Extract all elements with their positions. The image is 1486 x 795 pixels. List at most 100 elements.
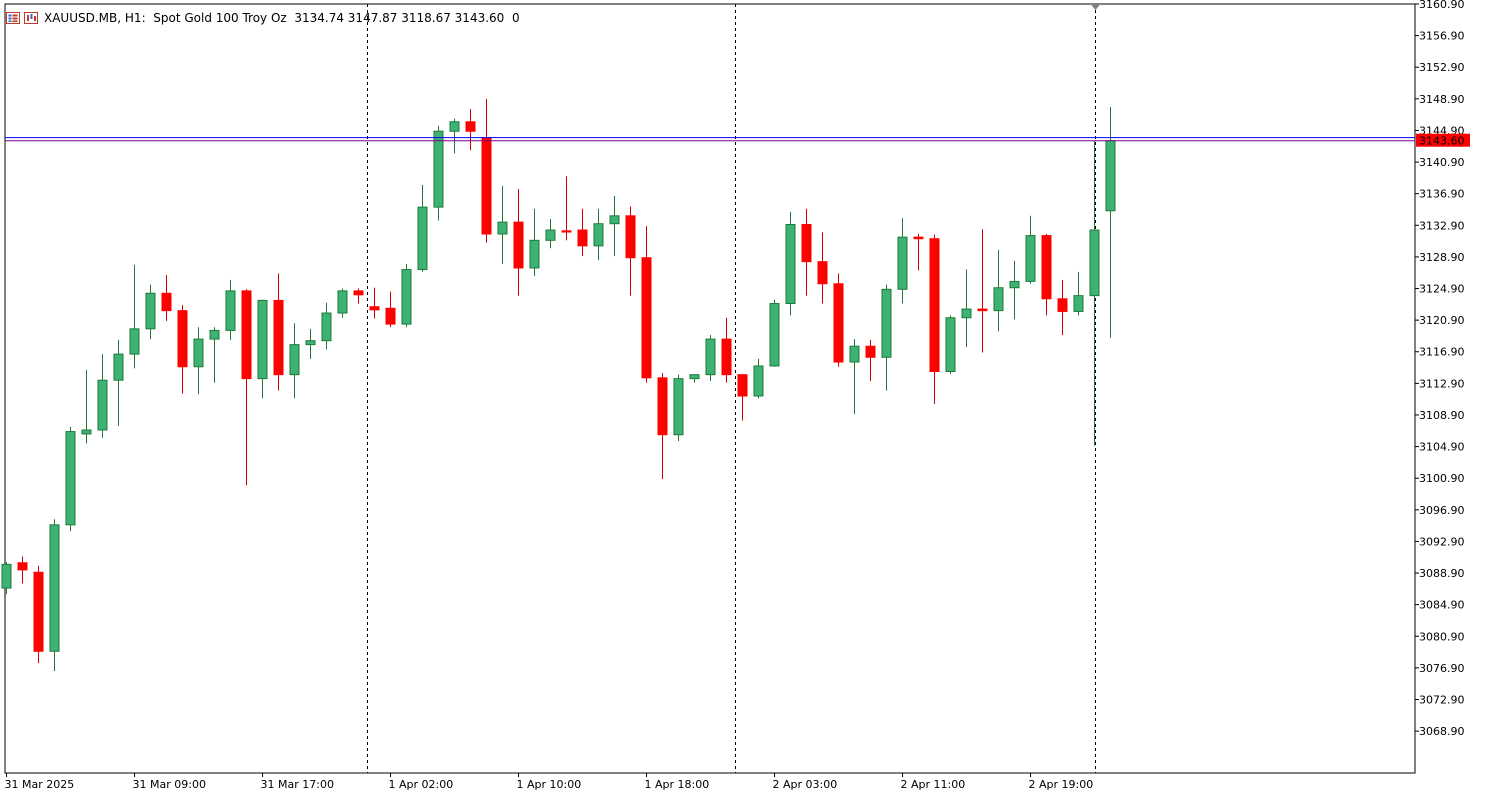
candle[interactable] [769,299,780,367]
candle[interactable] [705,335,716,381]
candle[interactable] [337,288,348,318]
candle[interactable] [449,118,460,154]
candle[interactable] [513,188,524,296]
candle-body [817,261,828,285]
candle[interactable] [129,264,140,369]
candle[interactable] [433,125,444,221]
ohlc-values: 3134.74 3147.87 3118.67 3143.60 [294,11,505,25]
candle-body [401,269,412,325]
candle[interactable] [801,208,812,296]
candle[interactable] [737,374,748,421]
candle[interactable] [945,315,956,374]
candle[interactable] [1025,215,1036,284]
candle[interactable] [1,561,12,595]
candle[interactable] [673,374,684,442]
candle[interactable] [113,339,124,427]
candle[interactable] [833,273,844,367]
candle[interactable] [913,233,924,271]
candle[interactable] [929,234,940,404]
candle-body [865,345,876,358]
price-tick-label: 3136.90 [1419,188,1465,201]
symbol-name: XAUUSD.MB [44,11,118,25]
candle[interactable] [689,374,700,383]
candle[interactable] [49,519,60,672]
candle[interactable] [609,196,620,257]
candle[interactable] [721,317,732,383]
candle-body [1105,140,1116,212]
candle[interactable] [865,339,876,381]
candle-body [833,283,844,363]
candle[interactable] [193,327,204,395]
candle[interactable] [561,176,572,241]
price-tick-label: 3156.90 [1419,30,1465,43]
candle[interactable] [1009,260,1020,320]
time-tick-label: 31 Mar 17:00 [261,778,334,791]
candle[interactable] [849,339,860,415]
candle[interactable] [289,323,300,399]
candle[interactable] [81,369,92,444]
period-separators [367,4,1096,773]
candle[interactable] [961,269,972,348]
candle[interactable] [177,305,188,394]
candle[interactable] [385,291,396,328]
price-tick-label: 3084.90 [1419,599,1465,612]
candle[interactable] [753,358,764,399]
candle-body [641,257,652,379]
candle[interactable] [577,208,588,257]
candle[interactable] [353,288,364,304]
candle-body [449,121,460,132]
candle[interactable] [529,208,540,276]
candle[interactable] [417,184,428,272]
candle-body [721,338,732,376]
candle-body [945,317,956,373]
symbol-list-icon[interactable] [6,12,20,24]
candles[interactable] [1,98,1116,672]
candle[interactable] [993,249,1004,332]
candle[interactable] [977,229,988,353]
candle[interactable] [321,302,332,350]
chart-header: XAUUSD.MB, H1: Spot Gold 100 Troy Oz 313… [6,9,520,27]
plot-area[interactable] [4,3,1416,774]
candle[interactable] [1089,140,1100,446]
candle[interactable] [881,284,892,391]
candle[interactable] [817,232,828,304]
candle[interactable] [17,556,28,584]
price-tick-label: 3160.90 [1419,0,1465,11]
candle[interactable] [785,211,796,316]
price-axis[interactable]: 3160.903156.903152.903148.903144.903140.… [1415,0,1470,738]
candle[interactable] [33,565,44,664]
candle[interactable] [593,208,604,261]
candle[interactable] [401,264,412,328]
candle[interactable] [657,373,668,479]
candle[interactable] [65,426,76,532]
candle[interactable] [97,354,108,438]
candle[interactable] [225,279,236,340]
candle-body [593,223,604,247]
candle[interactable] [145,284,156,340]
candle-body [289,344,300,376]
candle-body [321,312,332,342]
candle[interactable] [273,273,284,391]
candle[interactable] [641,226,652,383]
candle-body [177,310,188,368]
candle[interactable] [1057,279,1068,336]
candle[interactable] [897,218,908,304]
candle-body [849,345,860,363]
time-axis[interactable]: 31 Mar 2025 31 Mar 09:00 31 Mar 17:00 1 Apr… [5,773,1094,791]
candle[interactable] [161,275,172,321]
candle[interactable] [1073,271,1084,316]
candle[interactable] [465,109,476,151]
candle[interactable] [209,327,220,383]
candle[interactable] [545,218,556,249]
candle[interactable] [497,185,508,265]
price-tick-label: 3152.90 [1419,61,1465,74]
candle[interactable] [241,289,252,486]
chart-window-icon[interactable] [24,12,38,24]
candle[interactable] [257,299,268,399]
candle[interactable] [625,206,636,296]
candle[interactable] [369,287,380,319]
candle[interactable] [305,328,316,359]
candle[interactable] [1041,233,1052,316]
